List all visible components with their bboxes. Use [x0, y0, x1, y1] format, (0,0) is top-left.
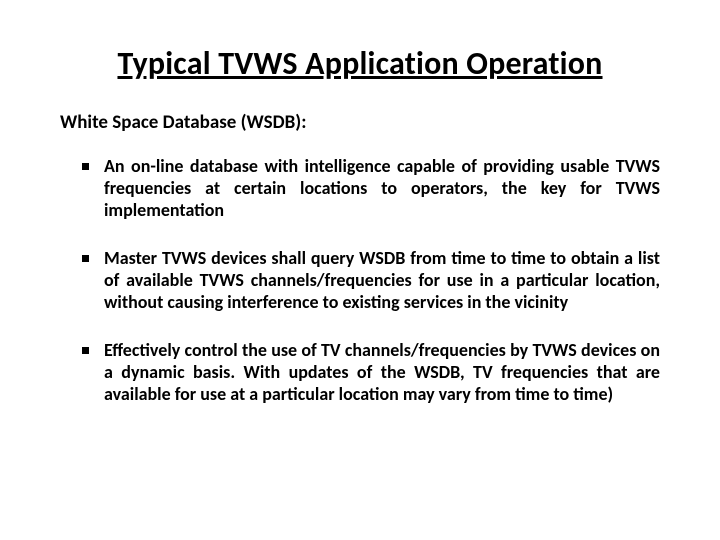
list-item: Master TVWS devices shall query WSDB fro…	[86, 248, 660, 314]
slide: Typical TVWS Application Operation White…	[0, 0, 720, 540]
list-item: An on-line database with intelligence ca…	[86, 156, 660, 222]
slide-title: Typical TVWS Application Operation	[60, 44, 660, 83]
slide-subtitle: White Space Database (WSDB):	[60, 111, 660, 134]
list-item: Effectively control the use of TV channe…	[86, 340, 660, 406]
bullet-list: An on-line database with intelligence ca…	[60, 156, 660, 406]
